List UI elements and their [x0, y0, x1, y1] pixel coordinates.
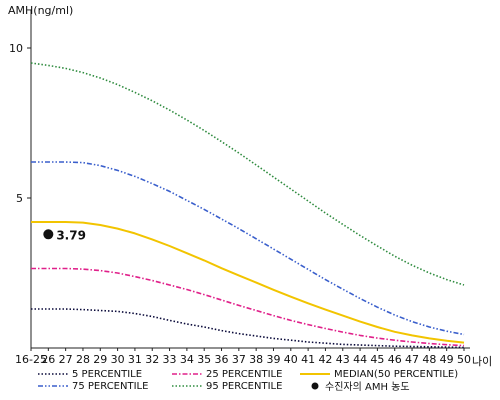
series-line-0 — [31, 308, 465, 349]
x-tick-label: 31 — [128, 353, 142, 366]
x-tick-label: 36 — [215, 353, 229, 366]
legend: 5 PERCENTILE 25 PERCENTILE MEDIAN(50 PERCE… — [38, 369, 458, 393]
x-tick-label: 37 — [232, 353, 246, 366]
legend-label-0: 5 PERCENTILE — [72, 369, 142, 380]
x-tick-label: 16-25 — [15, 353, 47, 366]
x-tick-label: 35 — [197, 353, 211, 366]
series-line-1 — [31, 267, 465, 347]
legend-label-4: 95 PERCENTILE — [206, 381, 282, 392]
series-line-4 — [30, 62, 465, 286]
x-tick-label: 42 — [318, 353, 332, 366]
x-tick-label: 45 — [370, 353, 384, 366]
legend-marker-dot — [311, 382, 319, 390]
legend-label-2: MEDIAN(50 PERCENTILE) — [334, 369, 458, 380]
legend-label-3: 75 PERCENTILE — [72, 381, 148, 392]
x-tick-label: 34 — [180, 353, 194, 366]
series-layer — [30, 62, 465, 349]
series-line-3 — [31, 161, 465, 336]
legend-label-1: 25 PERCENTILE — [206, 369, 282, 380]
x-tick-label: 28 — [76, 353, 90, 366]
legend-marker-label: 수진자의 AMH 농도 — [325, 381, 410, 393]
patient-amh-point — [43, 229, 54, 240]
x-tick-label: 39 — [266, 353, 280, 366]
x-tick-label: 46 — [388, 353, 402, 366]
y-axis-title: AMH(ng/ml) — [8, 4, 73, 17]
x-tick-label: 41 — [301, 353, 315, 366]
x-tick-label: 49 — [440, 353, 454, 366]
x-tick-label: 33 — [163, 353, 177, 366]
x-tick-label: 40 — [284, 353, 298, 366]
x-tick-label: 38 — [249, 353, 263, 366]
x-tick-label: 26 — [41, 353, 55, 366]
x-tick-label: 50 — [457, 353, 471, 366]
x-tick-label: 48 — [422, 353, 436, 366]
x-tick-label: 47 — [405, 353, 419, 366]
x-tick-label: 29 — [93, 353, 107, 366]
x-tick-label: 44 — [353, 353, 367, 366]
x-axis-title: 나이 — [472, 355, 492, 368]
x-tick-label: 43 — [336, 353, 350, 366]
marker-layer: 3.79 — [43, 228, 86, 242]
patient-amh-label: 3.79 — [56, 228, 86, 242]
y-tick-label: 10 — [9, 42, 23, 55]
series-line-2 — [31, 221, 465, 344]
x-tick-label: 32 — [145, 353, 159, 366]
x-tick-label: 27 — [59, 353, 73, 366]
y-tick-label: 5 — [16, 192, 23, 205]
x-tick-label: 30 — [111, 353, 125, 366]
